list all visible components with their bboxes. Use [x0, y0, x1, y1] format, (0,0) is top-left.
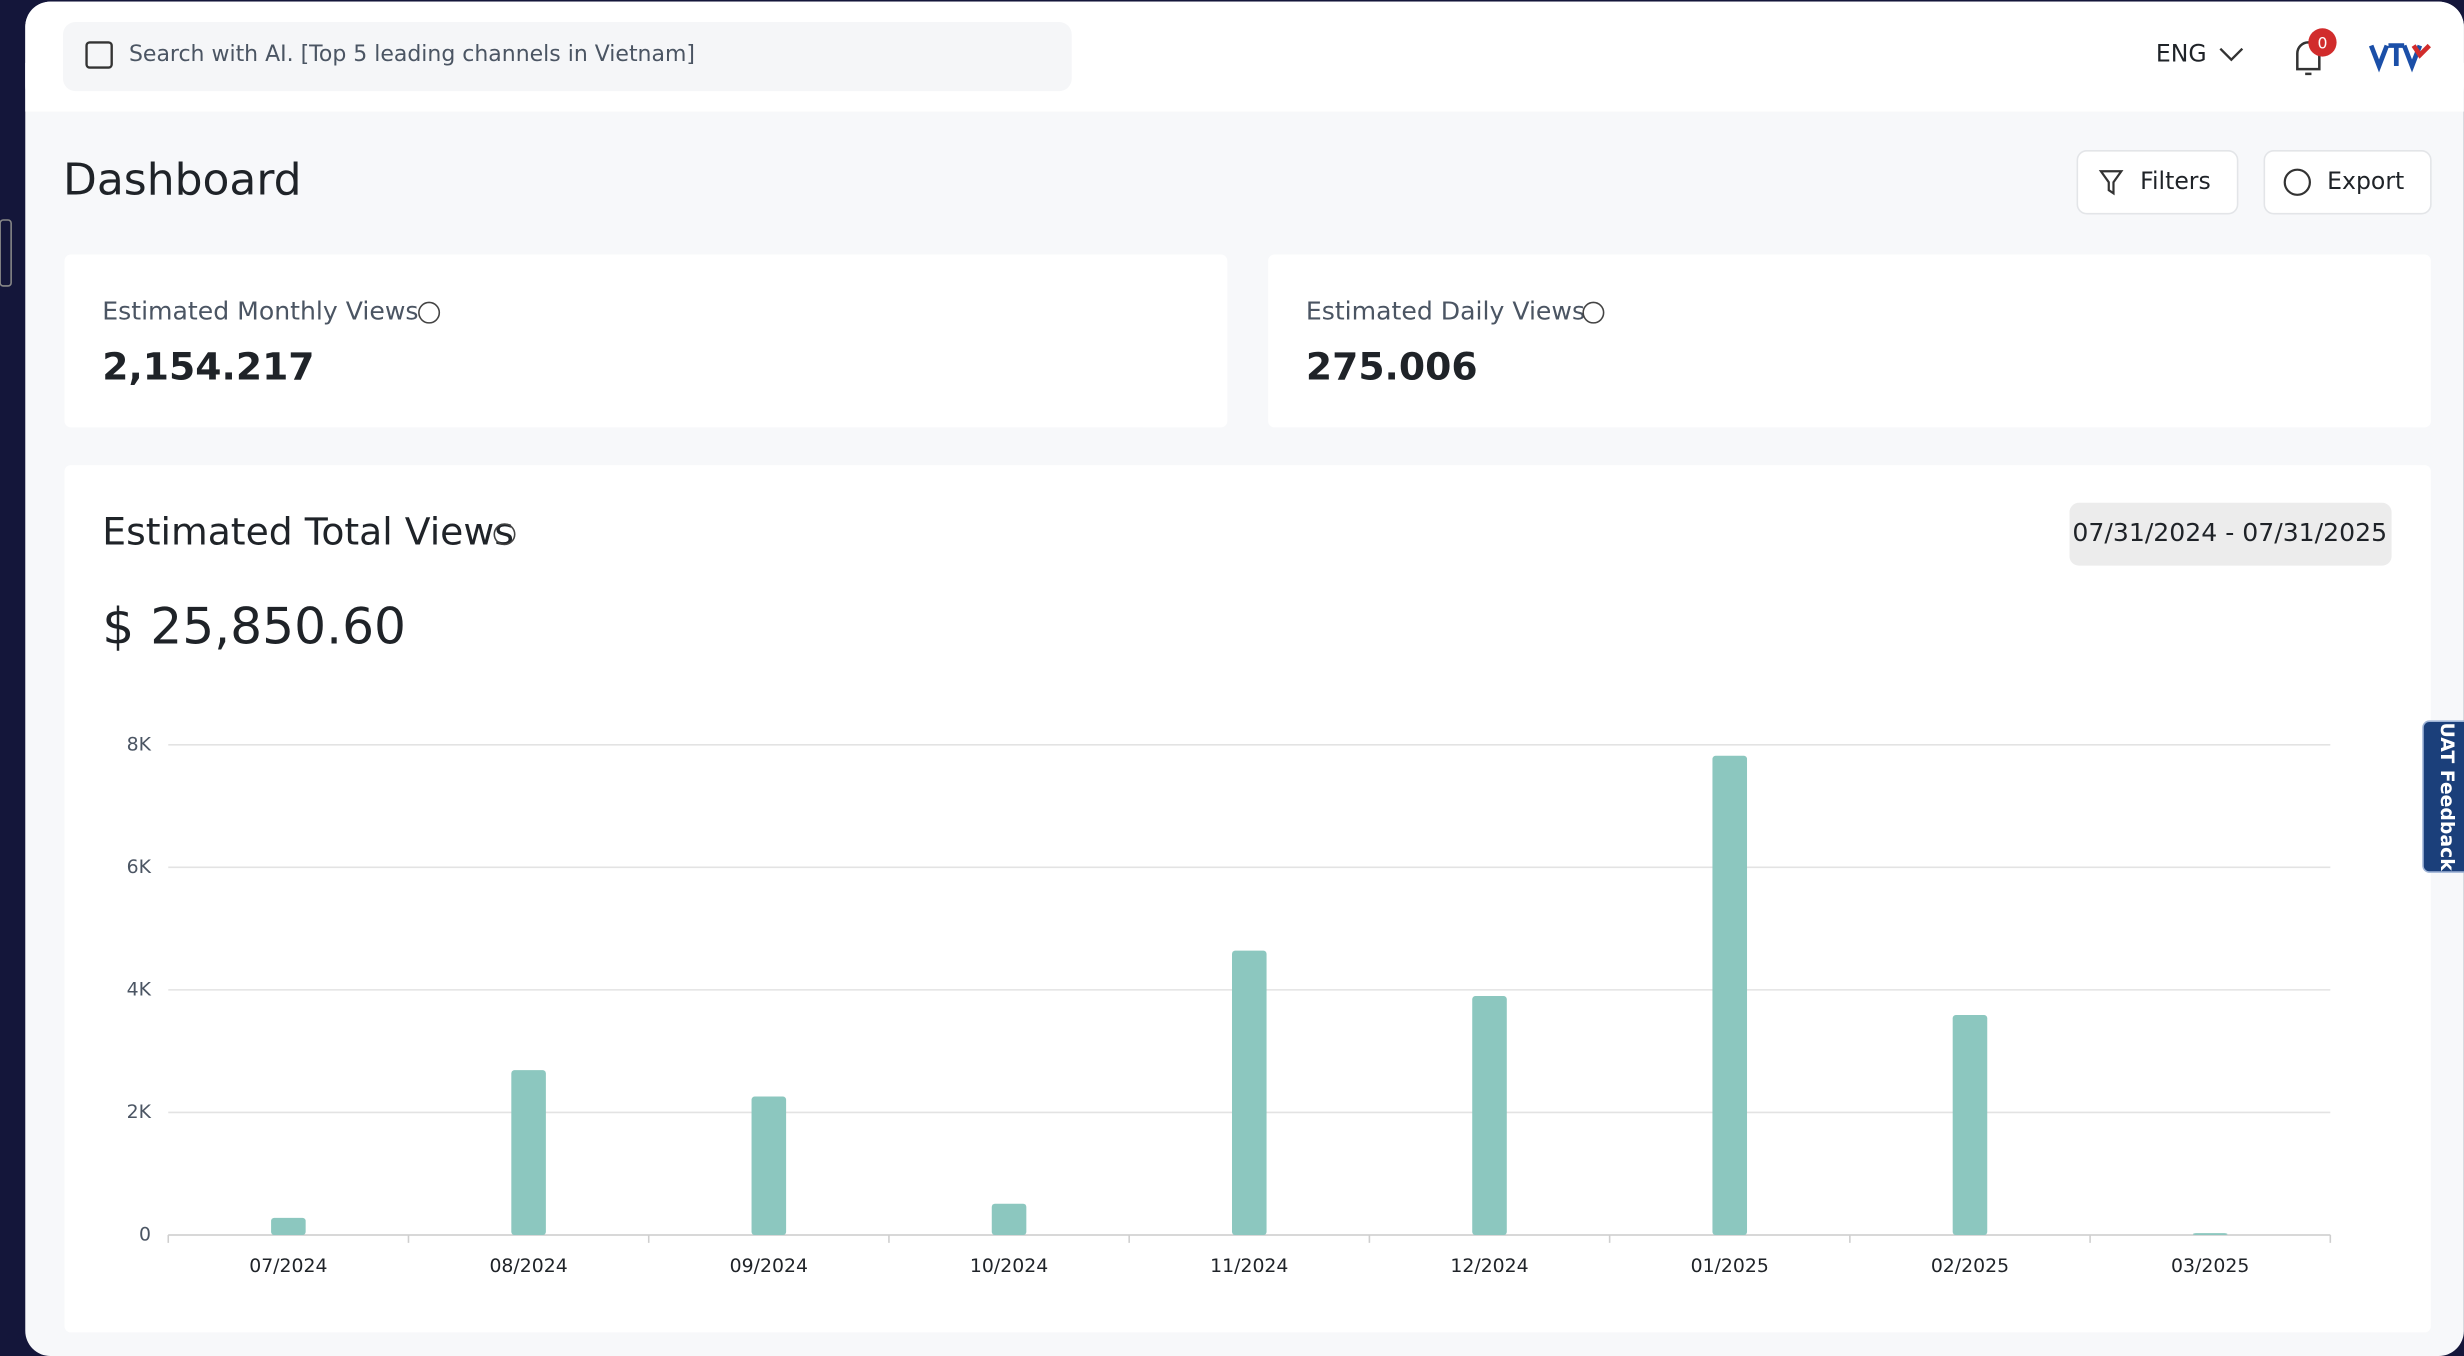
chevron — [2219, 47, 2244, 62]
x-tick-label: 01/2025 — [1691, 1256, 1769, 1277]
page-title: Dashboard — [63, 154, 302, 205]
plot: 0 2K 4K 6K 8K 07/2024 08/2024 09/2024 10/2024 11/… — [127, 734, 2332, 1277]
bar — [1232, 950, 1267, 1236]
y-tick-label: 4K — [127, 979, 152, 1000]
sidebar-handle[interactable] — [0, 219, 12, 287]
bar — [2192, 1233, 2228, 1236]
y-tick-label: 8K — [127, 734, 152, 755]
feedback-label[interactable]: UAT Feedback — [2436, 722, 2457, 871]
info-icon[interactable] — [418, 301, 441, 324]
x-tick-label: 12/2024 — [1450, 1256, 1528, 1277]
feedback-tab[interactable] — [2422, 720, 2464, 873]
stat-card — [64, 254, 1228, 428]
bar — [991, 1203, 1027, 1236]
export-icon — [2283, 168, 2311, 196]
y-tick-label: 6K — [127, 857, 152, 878]
badge-count: 0 — [2317, 33, 2327, 52]
filters-label[interactable]: Filters — [2140, 167, 2211, 195]
search-placeholder: Search with AI. [Top 5 leading channels … — [129, 42, 695, 67]
x-tick-label: 02/2025 — [1931, 1256, 2009, 1277]
stat-value: 275.006 — [1306, 345, 1478, 389]
export-button[interactable] — [2263, 150, 2432, 215]
x-tick-label: 03/2025 — [2171, 1256, 2249, 1277]
date-range-button[interactable] — [2069, 502, 2392, 566]
search-box[interactable] — [62, 21, 1072, 92]
export-label[interactable]: Export — [2327, 167, 2404, 195]
ai-icon — [85, 41, 113, 69]
filter-icon — [2098, 170, 2124, 196]
bar — [511, 1070, 546, 1236]
stat-label: Estimated Monthly Views — [102, 297, 418, 326]
stat-card — [1268, 254, 2431, 428]
y-tick-label: 0 — [139, 1225, 151, 1246]
x-tick-label: 07/2024 — [249, 1256, 327, 1277]
bar — [1472, 996, 1507, 1236]
info-icon[interactable] — [493, 523, 516, 546]
x-tick-label: 09/2024 — [730, 1256, 808, 1277]
bar — [1712, 755, 1748, 1236]
logo-accent — [2411, 43, 2431, 59]
chart-total: $ 25,850.60 — [102, 597, 406, 656]
y-tick-label: 2K — [127, 1102, 152, 1123]
chart-card — [64, 465, 2431, 1333]
stat-label: Estimated Daily Views — [1306, 297, 1585, 326]
filters-button[interactable] — [2076, 150, 2239, 215]
date-range[interactable]: 07/31/2024 - 07/31/2025 — [2072, 518, 2387, 547]
stat-value: 2,154.217 — [102, 345, 314, 389]
language[interactable]: ENG — [2156, 39, 2207, 67]
x-tick-label: 10/2024 — [970, 1256, 1048, 1277]
info-icon[interactable] — [1582, 301, 1605, 324]
bar — [751, 1096, 787, 1236]
chart-title: Estimated Total Views — [102, 510, 514, 554]
bar — [1952, 1015, 1988, 1236]
bar — [271, 1217, 306, 1236]
x-tick-label: 11/2024 — [1210, 1256, 1288, 1277]
x-tick-label: 08/2024 — [489, 1256, 567, 1277]
badge — [2308, 28, 2337, 57]
logo[interactable] — [2368, 43, 2423, 73]
